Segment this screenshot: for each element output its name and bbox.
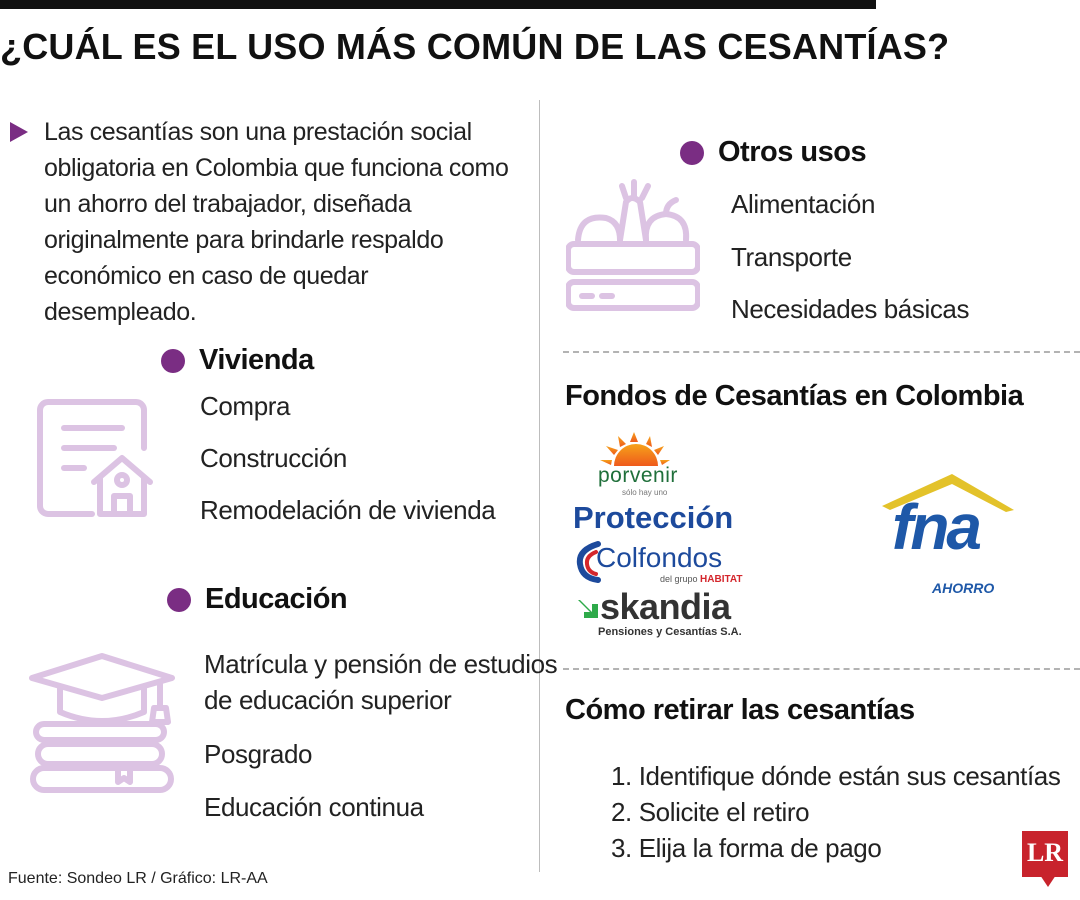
retiro-steps: 1. Identifique dónde están sus cesantías…: [611, 758, 1061, 866]
house-document-icon: [37, 399, 153, 517]
colfondos-subtitle: del grupo HABITAT: [660, 574, 743, 585]
fna-subtitle: AHORRO: [932, 580, 995, 596]
bullet-dot-icon: [161, 348, 185, 373]
bullet-dot-icon: [680, 140, 704, 165]
otros-item: Alimentación: [731, 189, 876, 219]
porvenir-tagline: sólo hay uno: [622, 488, 668, 497]
lr-logo: LR: [1022, 831, 1068, 887]
otros-item: Necesidades básicas: [731, 294, 970, 324]
otros-heading: Otros usos: [680, 136, 867, 169]
educacion-item: Matrícula y pensión de estudios: [204, 649, 558, 679]
column-divider: [539, 100, 540, 872]
colfondos-swoosh-icon: [576, 541, 601, 583]
triangle-bullet-icon: [10, 122, 28, 142]
skandia-name: skandia: [600, 586, 731, 627]
section-divider-2: [563, 668, 1080, 670]
section-divider-1: [563, 351, 1080, 353]
vivienda-heading: Vivienda: [161, 344, 314, 377]
source-note: Fuente: Sondeo LR / Gráfico: LR-AA: [8, 870, 268, 887]
page-title: ¿CUÁL ES EL USO MÁS COMÚN DE LAS CESANTÍ…: [0, 26, 950, 67]
graduation-books-icon: [29, 653, 175, 793]
vivienda-item: Remodelación de vivienda: [200, 495, 496, 525]
educacion-item: Educación continua: [204, 792, 424, 822]
fna-logo: fna AHORRO: [878, 470, 1018, 600]
top-bar: [0, 0, 876, 9]
educacion-item: Posgrado: [204, 739, 313, 769]
bullet-dot-icon: [167, 587, 191, 612]
fondos-title: Fondos de Cesantías en Colombia: [565, 380, 1024, 412]
food-basket-icon: [566, 179, 700, 311]
otros-title: Otros usos: [718, 136, 867, 168]
porvenir-name: porvenir: [598, 464, 678, 487]
porvenir-logo: porvenir sólo hay uno: [596, 430, 686, 502]
intro-text: Las cesantías son una prestación social …: [44, 118, 509, 326]
lr-logo-text: LR: [1026, 838, 1064, 867]
educacion-item: de educación superior: [204, 685, 452, 715]
skandia-logo: skandia Pensiones y Cesantías S.A.: [578, 586, 758, 642]
roof-icon: [882, 474, 1014, 512]
skandia-arrow-icon: [578, 600, 598, 618]
educacion-heading: Educación: [167, 583, 348, 616]
otros-item: Transporte: [731, 242, 852, 272]
fna-name: fna: [892, 491, 982, 563]
colfondos-logo: Colfondos del grupo HABITAT: [576, 540, 756, 586]
vivienda-item: Construcción: [200, 443, 347, 473]
retiro-step: 2. Solicite el retiro: [611, 797, 810, 827]
proteccion-logo: Protección: [573, 500, 734, 535]
retiro-step: 1. Identifique dónde están sus cesantías: [611, 761, 1061, 791]
sun-icon: [600, 432, 670, 466]
skandia-subtitle: Pensiones y Cesantías S.A.: [598, 626, 742, 638]
retiro-title: Cómo retirar las cesantías: [565, 694, 915, 726]
vivienda-title: Vivienda: [199, 344, 314, 376]
vivienda-item: Compra: [200, 391, 291, 421]
educacion-title: Educación: [205, 583, 348, 615]
retiro-step: 3. Elija la forma de pago: [611, 833, 882, 863]
colfondos-name: Colfondos: [596, 542, 723, 573]
